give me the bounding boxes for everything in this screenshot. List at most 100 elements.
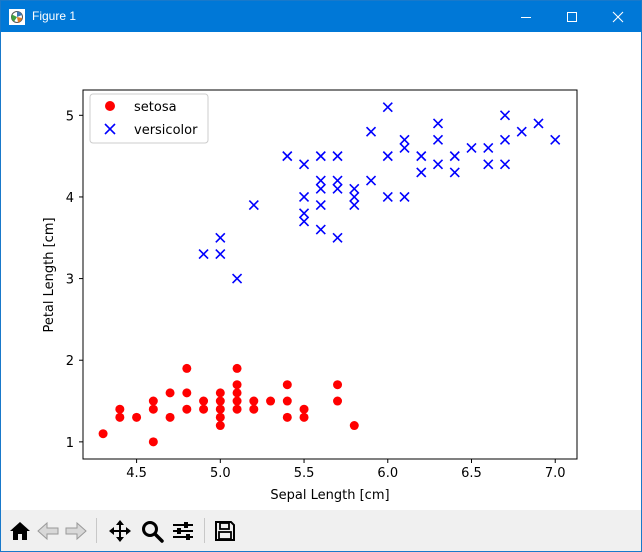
legend: setosa versicolor [89,93,209,144]
versicolor-point [298,191,310,203]
zoom-button[interactable] [138,516,166,545]
series-setosa [98,363,359,447]
versicolor-point [349,191,360,203]
window-title: Figure 1 [32,9,77,23]
maximize-button[interactable] [549,1,595,32]
home-icon [10,521,30,540]
x-tick-label: 6.0 [377,466,398,481]
setosa-point [182,388,192,398]
setosa-point [266,396,276,406]
versicolor-point [382,102,393,113]
setosa-point [215,404,225,414]
setosa-point [182,404,192,414]
setosa-point [333,396,343,406]
versicolor-point [483,142,494,154]
versicolor-point [382,151,393,162]
minimize-icon [521,16,531,18]
versicolor-point [449,167,460,178]
versicolor-point [315,151,326,162]
versicolor-point [399,134,410,145]
versicolor-point [315,200,326,211]
y-tick-label: 3 [66,273,74,288]
setosa-point [232,363,242,373]
setosa-point [282,396,292,406]
home-button[interactable] [6,516,34,545]
y-tick-label: 4 [66,191,74,206]
setosa-point [232,396,242,406]
setosa-point [215,396,225,406]
versicolor-point [215,232,226,243]
versicolor-point [516,126,527,137]
forward-button[interactable] [62,516,90,545]
versicolor-point [298,208,310,219]
x-axis-label: Sepal Length [cm] [270,488,389,503]
versicolor-point [365,126,377,137]
versicolor-point [499,159,511,170]
scatter-plot: 4.5 5.0 5.5 6.0 6.5 7.0 1 2 3 4 5 Sepal Length [c… [42,89,578,503]
y-tick-label: 1 [66,436,74,451]
setosa-point [349,421,359,431]
close-icon [612,11,624,22]
versicolor-point [399,142,410,154]
setosa-point [132,412,142,422]
setosa-point [299,412,309,422]
title-bar[interactable]: Figure 1 [1,1,641,32]
figure-canvas[interactable]: 4.5 5.0 5.5 6.0 6.5 7.0 1 2 3 4 5 Sepal Length [c… [1,32,641,510]
configure-subplots-button[interactable] [169,516,197,545]
setosa-point [199,404,209,414]
setosa-point [232,388,242,398]
y-axis-label: Petal Length [cm] [42,217,57,332]
versicolor-point [499,110,511,121]
versicolor-point [416,167,427,178]
close-button[interactable] [595,1,641,32]
legend-versicolor-label: versicolor [134,123,198,138]
x-axis-ticks: 4.5 5.0 5.5 6.0 6.5 7.0 [126,459,566,481]
versicolor-point [349,183,360,194]
pan-button[interactable] [106,516,134,545]
setosa-point [165,412,175,422]
x-tick-label: 5.0 [210,466,231,481]
versicolor-point [432,159,444,170]
versicolor-point [332,232,343,243]
setosa-point [165,388,175,398]
versicolor-point [315,175,326,186]
versicolor-point [382,191,393,203]
matplotlib-app-icon [9,9,25,25]
series-versicolor [198,102,561,284]
versicolor-point [215,249,226,260]
versicolor-point [416,151,427,162]
versicolor-point [282,151,293,162]
legend-versicolor-marker [104,123,116,135]
versicolor-point [315,224,326,235]
x-tick-label: 7.0 [545,466,566,481]
setosa-point [232,404,242,414]
versicolor-point [231,273,243,284]
magnifier-icon [142,520,164,543]
setosa-point [232,380,242,390]
versicolor-point [466,142,477,154]
x-tick-label: 5.5 [294,466,315,481]
setosa-point [199,396,209,406]
setosa-point [148,396,158,406]
save-button[interactable] [211,516,239,545]
setosa-point [249,404,259,414]
setosa-point [249,396,259,406]
toolbar-separator [204,518,205,543]
versicolor-point [315,183,326,194]
back-button[interactable] [34,516,62,545]
floppy-disk-icon [215,520,235,541]
y-axis-ticks: 1 2 3 4 5 [66,109,83,451]
versicolor-point [432,134,444,145]
versicolor-point [332,151,343,162]
move-icon [109,519,131,542]
minimize-button[interactable] [503,1,549,32]
setosa-point [282,380,292,390]
versicolor-point [332,175,343,186]
setosa-point [148,437,158,447]
setosa-point [148,404,158,414]
arrow-left-icon [37,521,59,540]
versicolor-point [432,118,444,129]
setosa-point [299,404,309,414]
versicolor-point [198,249,209,260]
